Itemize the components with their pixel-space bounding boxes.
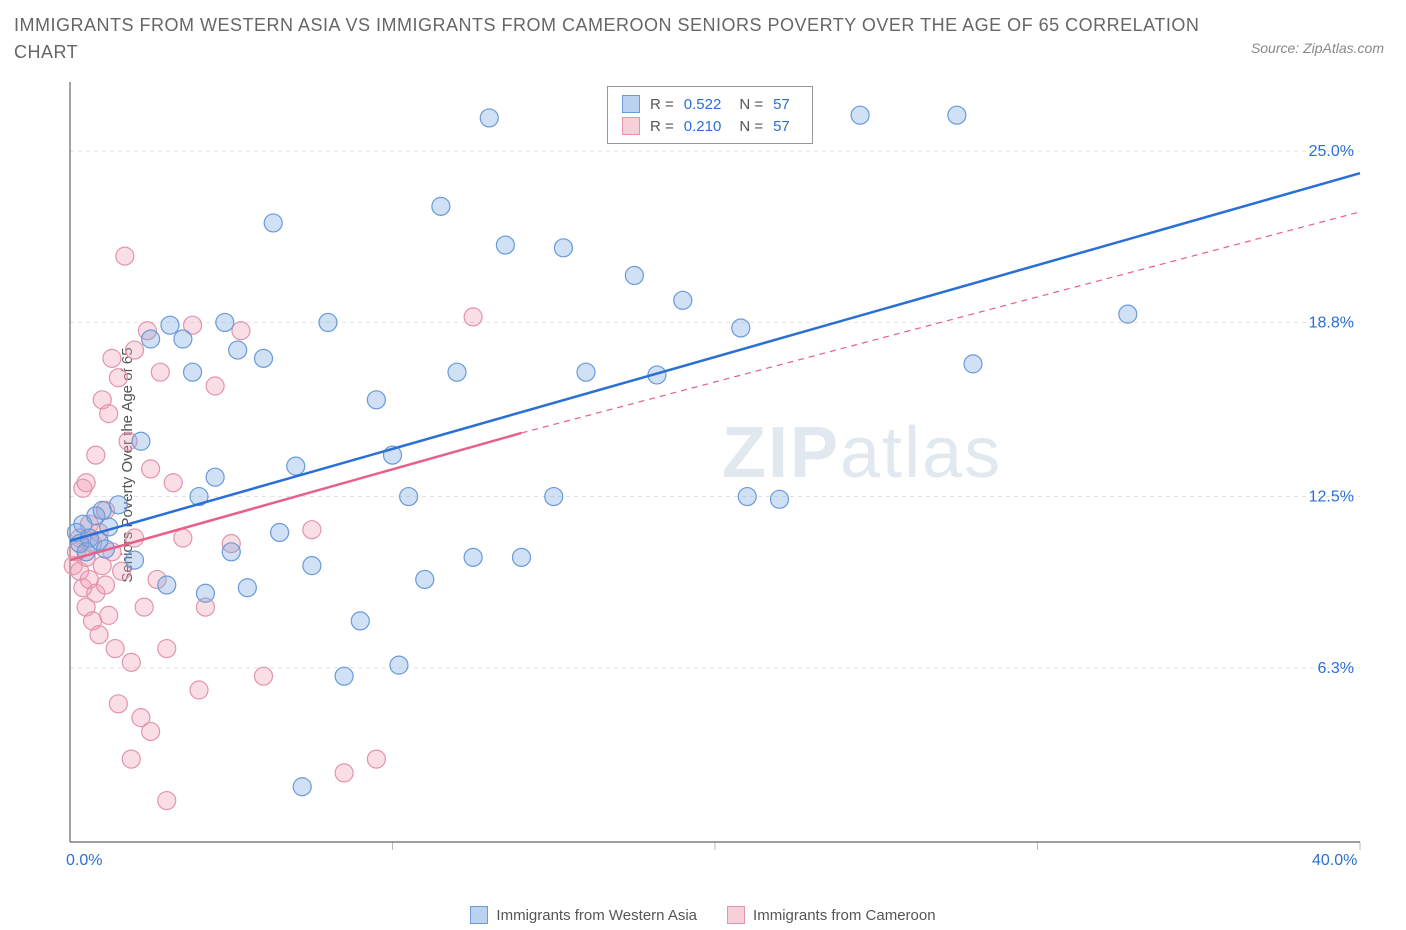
chart-title: IMMIGRANTS FROM WESTERN ASIA VS IMMIGRAN… <box>14 12 1206 66</box>
chart-area: 6.3%12.5%18.8%25.0% ZIPatlas R = 0.522 N… <box>52 82 1382 872</box>
series-name-blue: Immigrants from Western Asia <box>496 907 697 924</box>
svg-text:18.8%: 18.8% <box>1309 314 1354 331</box>
svg-text:25.0%: 25.0% <box>1309 143 1354 160</box>
stat-label: N = <box>739 118 763 135</box>
svg-text:6.3%: 6.3% <box>1318 660 1354 677</box>
correlation-legend: R = 0.522 N = 57 R = 0.210 N = 57 <box>607 86 813 144</box>
scatter-chart: 6.3% 12.5% 18.8% 25.0% <box>52 82 1382 872</box>
swatch-pink <box>622 117 640 135</box>
n-value-blue: 57 <box>773 96 790 113</box>
legend-row-blue: R = 0.522 N = 57 <box>622 93 798 115</box>
series-legend: Immigrants from Western Asia Immigrants … <box>0 906 1406 924</box>
stat-label: R = <box>650 96 674 113</box>
legend-item-blue: Immigrants from Western Asia <box>470 906 697 924</box>
swatch-pink <box>727 906 745 924</box>
stat-label: R = <box>650 118 674 135</box>
n-value-pink: 57 <box>773 118 790 135</box>
x-axis-min-label: 0.0% <box>66 852 102 870</box>
x-axis-max-label: 40.0% <box>1312 852 1357 870</box>
swatch-blue <box>622 95 640 113</box>
source-attribution: Source: ZipAtlas.com <box>1251 40 1384 56</box>
r-value-blue: 0.522 <box>684 96 722 113</box>
series-name-pink: Immigrants from Cameroon <box>753 907 936 924</box>
svg-text:12.5%: 12.5% <box>1309 489 1354 506</box>
legend-row-pink: R = 0.210 N = 57 <box>622 115 798 137</box>
legend-item-pink: Immigrants from Cameroon <box>727 906 936 924</box>
swatch-blue <box>470 906 488 924</box>
stat-label: N = <box>739 96 763 113</box>
r-value-pink: 0.210 <box>684 118 722 135</box>
